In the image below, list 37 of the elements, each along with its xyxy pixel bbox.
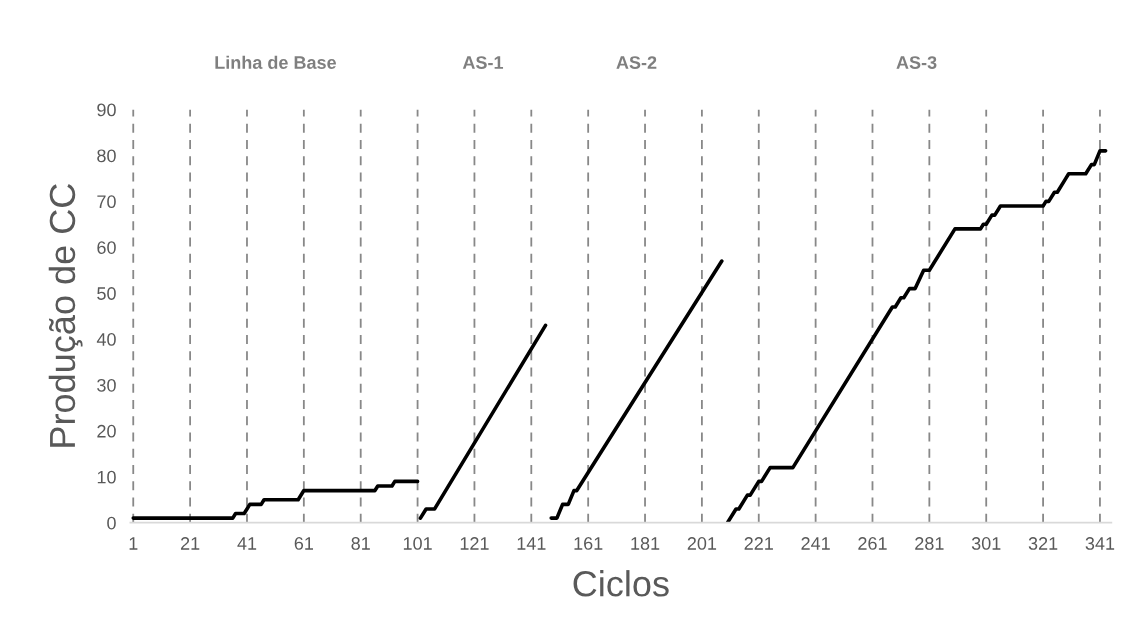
x-tick-label: 1 <box>129 537 138 550</box>
x-tick-label: 41 <box>237 537 257 550</box>
line-series <box>725 149 1108 523</box>
x-axis-title: Ciclos <box>573 570 669 597</box>
y-tick-label: 20 <box>97 424 116 438</box>
text: Linha de Base <box>215 55 337 69</box>
y-tick-label: 0 <box>107 516 116 530</box>
x-tick-label: 321 <box>1028 537 1058 550</box>
x-tick-label: 261 <box>858 537 887 550</box>
y-tick-label: 50 <box>97 287 116 300</box>
x-tick-label: 281 <box>915 537 944 550</box>
x-tick-label: 101 <box>403 537 432 550</box>
x-tick-label: 21 <box>180 537 200 550</box>
x-tick-label: 161 <box>574 537 603 550</box>
y-tick-label: 10 <box>97 470 116 484</box>
x-tick-label: 341 <box>1085 537 1115 550</box>
y-tick-label: 70 <box>97 195 116 209</box>
x-tick-label: 61 <box>294 537 314 550</box>
line-series <box>131 479 420 520</box>
y-tick-label: 30 <box>97 378 116 392</box>
text: AS-3 <box>896 56 937 69</box>
y-tick-label: 90 <box>97 103 116 117</box>
x-tick-label: 181 <box>631 537 660 550</box>
x-tick-label: 121 <box>460 537 489 550</box>
x-tick-label: 201 <box>687 537 717 550</box>
text: AS-2 <box>616 56 657 69</box>
y-tick-label: 40 <box>96 333 116 346</box>
line-series <box>549 259 724 520</box>
x-tick-label: 301 <box>971 537 1001 550</box>
text: AS-1 <box>462 56 504 69</box>
y-axis-title: Produção de CC <box>48 184 83 447</box>
x-tick-label: 241 <box>801 537 830 550</box>
y-tick-label: 60 <box>97 241 116 254</box>
x-tick-label: 81 <box>351 537 370 550</box>
y-tick-label: 80 <box>97 149 116 163</box>
x-tick-label: 141 <box>517 537 546 550</box>
x-tick-label: 221 <box>744 537 773 550</box>
